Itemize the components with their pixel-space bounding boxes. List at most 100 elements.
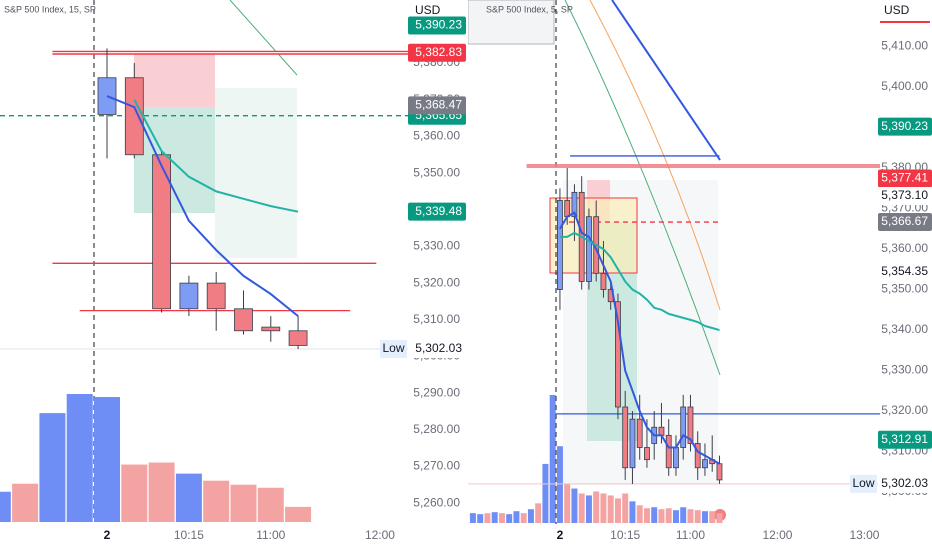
y-tick-label: 5,400.00 — [881, 79, 928, 93]
price-label: 5,377.41 — [881, 171, 928, 185]
price-label-box — [408, 202, 466, 221]
candle-body — [97, 77, 117, 115]
price-label: 5,302.03 — [881, 476, 928, 490]
volume-bar — [607, 495, 614, 523]
volume-bar — [484, 513, 491, 523]
x-tick-label: 2 — [557, 528, 564, 542]
price-label-box — [878, 187, 932, 206]
volume-bar — [285, 506, 312, 522]
price-label: 5,366.67 — [881, 214, 928, 228]
volume-bar — [680, 507, 687, 523]
candle-body — [687, 406, 694, 444]
moving-average — [106, 95, 299, 317]
volume-bar — [175, 473, 202, 522]
price-label: 5,390.23 — [415, 18, 462, 32]
volume-bar — [556, 446, 563, 523]
volume-bar — [520, 513, 527, 523]
volume-bar — [12, 483, 39, 522]
ma-line — [564, 0, 721, 376]
y-tick-label: 5,320.00 — [881, 403, 928, 417]
volume-bar — [203, 480, 230, 522]
candle-body — [622, 406, 629, 469]
ma-line — [229, 0, 298, 76]
price-label: 5,312.91 — [881, 432, 928, 446]
price-label-box — [878, 169, 932, 188]
candle-body — [615, 301, 621, 408]
x-tick-label: 13:00 — [849, 528, 879, 542]
price-label: 5,382.83 — [415, 45, 462, 59]
candle-body — [644, 447, 650, 461]
currency: USD — [884, 3, 910, 17]
volume-bar — [148, 462, 175, 522]
low-tag: Low — [382, 341, 404, 355]
y-tick-label: 5,360.00 — [881, 241, 928, 255]
ma-line — [611, 0, 721, 161]
volume-bar — [701, 511, 708, 523]
price-label: 5,390.23 — [881, 119, 928, 133]
moving-average — [559, 211, 720, 465]
volume-bar — [469, 513, 476, 523]
candle-body — [600, 272, 607, 290]
volume-bar — [658, 509, 665, 523]
x-tick-label: 10:15 — [174, 528, 204, 542]
low-tag: Low — [852, 476, 874, 490]
price-label-box — [408, 96, 466, 115]
volume-bar — [39, 413, 66, 522]
price-label-box — [408, 340, 466, 359]
ma-line — [589, 0, 721, 311]
candle-body — [716, 463, 723, 481]
price-label-box — [408, 16, 466, 35]
y-tick-label: 5,270.00 — [413, 459, 460, 473]
y-tick-label: 5,320.00 — [413, 275, 460, 289]
volume-bar — [498, 513, 505, 523]
volume-bar — [94, 397, 121, 522]
x-tick-label: 10:15 — [610, 528, 640, 542]
price-label: 5,354.35 — [881, 264, 928, 278]
chart-title: S&P 500 Index, 15, SP — [4, 4, 96, 14]
volume-bar — [477, 514, 484, 523]
volume-bar — [230, 484, 257, 522]
volume-bar — [687, 509, 694, 523]
stop-box — [134, 53, 215, 107]
volume-bar — [564, 483, 571, 523]
x-tick-label: 11:00 — [676, 528, 705, 542]
price-label: 5,339.48 — [415, 204, 462, 218]
volume-bar — [651, 507, 658, 523]
candle-body — [288, 330, 308, 346]
volume-bar — [622, 493, 629, 523]
price-label: 5,368.47 — [415, 98, 462, 112]
volume-bar — [527, 509, 534, 523]
volume-bar — [672, 510, 679, 523]
low-tag-box — [850, 474, 877, 493]
price-label-box — [408, 43, 466, 62]
volume-bar — [629, 501, 636, 523]
candle-body — [673, 447, 679, 469]
volume-bar — [513, 511, 520, 523]
candle-body — [234, 308, 253, 332]
candle-body — [124, 77, 144, 156]
x-tick-label: 2 — [104, 528, 111, 542]
price-label: 5,302.03 — [415, 341, 462, 355]
volume-bar — [578, 493, 585, 523]
moving-average — [133, 99, 299, 213]
volume-bar — [542, 463, 549, 523]
candle-body — [564, 200, 571, 218]
x-tick-label: 12:00 — [365, 528, 395, 542]
plot — [0, 48, 410, 522]
candle-body — [571, 191, 578, 218]
low-tag-box — [380, 340, 407, 359]
price-label-box — [878, 430, 932, 449]
candle-body — [636, 418, 643, 448]
y-tick-label: 5,280.00 — [413, 422, 460, 436]
shade — [468, 0, 555, 45]
y-tick-label: 5,260.00 — [413, 495, 460, 509]
candle-body — [665, 434, 672, 469]
x-tick-label: 11:00 — [256, 528, 285, 542]
y-tick-label: 5,350.00 — [881, 282, 928, 296]
candle-body — [680, 406, 687, 448]
volume-bar — [535, 503, 542, 523]
volume-bar — [571, 488, 578, 523]
candle-body — [694, 443, 701, 469]
candle-body — [586, 216, 592, 282]
volume-bar — [709, 511, 716, 523]
